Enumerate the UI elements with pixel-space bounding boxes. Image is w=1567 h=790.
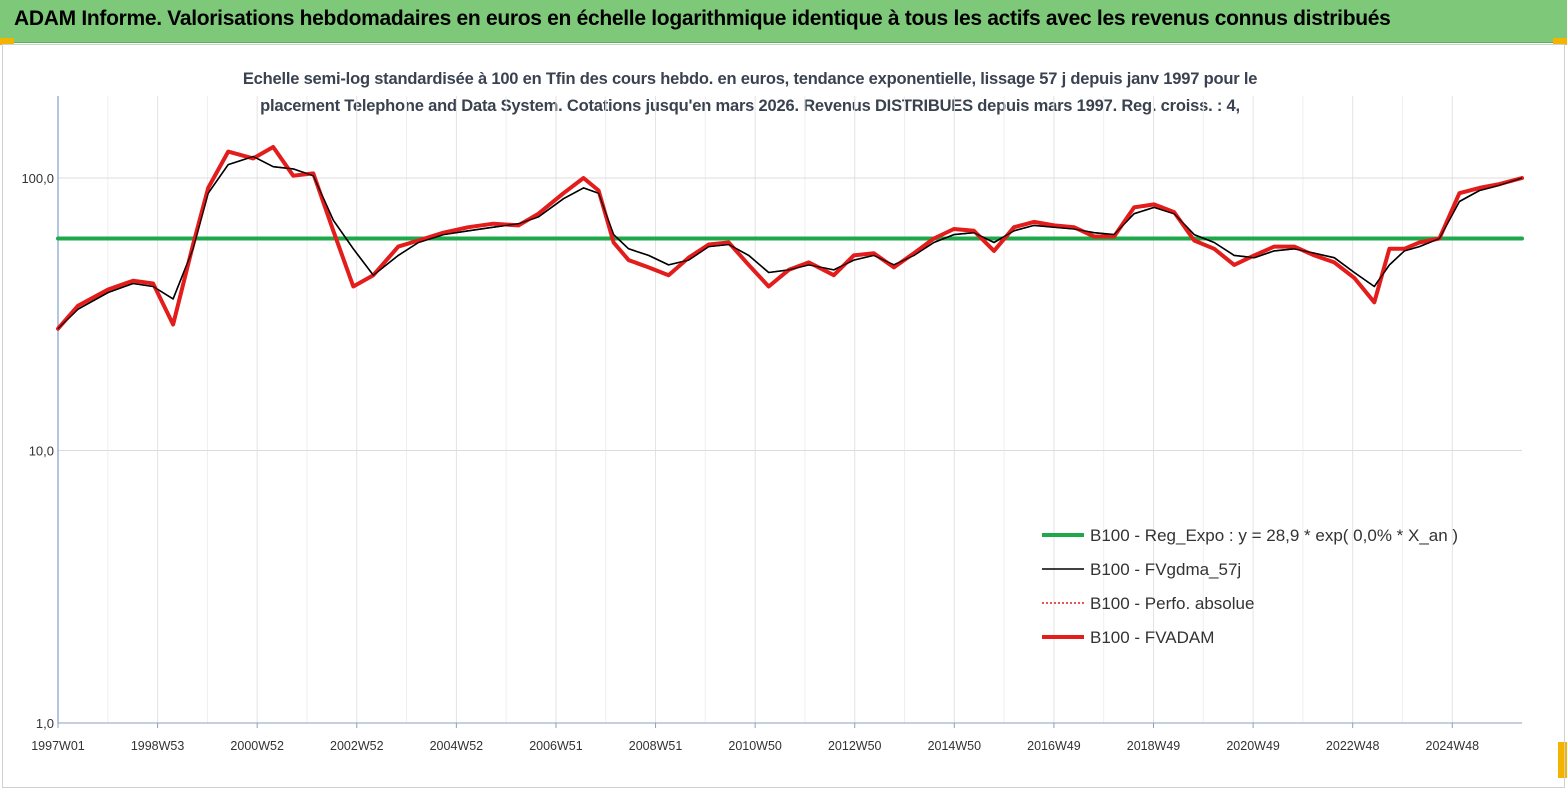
x-tick-label: 2016W49 <box>1027 739 1081 753</box>
chart-frame <box>2 44 1565 788</box>
x-tick-label: 2008W51 <box>629 739 683 753</box>
chart-title-line-2: placement Telephone and Data System. Cot… <box>260 97 1240 115</box>
x-tick-label: 2006W51 <box>529 739 583 753</box>
axes <box>57 96 1522 728</box>
legend-label-1: B100 - FVgdma_57j <box>1090 560 1241 579</box>
legend: B100 - Reg_Expo : y = 28,9 * exp( 0,0% *… <box>1042 526 1458 647</box>
x-tick-label: 2024W48 <box>1426 739 1480 753</box>
legend-label-0: B100 - Reg_Expo : y = 28,9 * exp( 0,0% *… <box>1090 526 1458 545</box>
chart-title-line-1: Echelle semi-log standardisée à 100 en T… <box>242 70 1258 88</box>
chart-title: Echelle semi-log standardisée à 100 en T… <box>170 66 1330 120</box>
x-tick-label: 2012W50 <box>828 739 882 753</box>
series-line-smoothed-overlay <box>57 155 1523 330</box>
y-tick-label: 10,0 <box>29 444 54 459</box>
x-tick-label: 2018W49 <box>1127 739 1181 753</box>
x-tick-label: 2022W48 <box>1326 739 1380 753</box>
x-tick-label: 2020W49 <box>1226 739 1280 753</box>
tick-labels: 1997W01 1998W53 2000W52 2002W52 2004W52 2006W… <box>21 171 1479 753</box>
x-tick-label: 2000W52 <box>230 739 284 753</box>
x-tick-label: 2004W52 <box>430 739 484 753</box>
x-tick-label: 1998W53 <box>131 739 185 753</box>
series-line-3 <box>56 145 1524 331</box>
grid-lines <box>58 96 1522 724</box>
x-tick-label: 2014W50 <box>928 739 982 753</box>
x-tick-label: 1997W01 <box>31 739 85 753</box>
corner-marker-top-right <box>1553 38 1567 45</box>
x-tick-label: 2010W50 <box>728 739 782 753</box>
x-tick-label: 2002W52 <box>330 739 384 753</box>
report-banner: ADAM Informe. Valorisations hebdomadaire… <box>0 0 1567 43</box>
legend-label-3: B100 - FVADAM <box>1090 628 1214 647</box>
corner-marker-top-left <box>0 38 14 45</box>
y-tick-label: 100,0 <box>21 171 54 186</box>
legend-label-2: B100 - Perfo. absolue <box>1090 594 1254 613</box>
corner-marker-bottom-right <box>1558 742 1567 778</box>
y-tick-label: 1,0 <box>36 716 54 731</box>
report-title: ADAM Informe. Valorisations hebdomadaire… <box>14 7 1391 30</box>
series-layer <box>56 145 1524 331</box>
